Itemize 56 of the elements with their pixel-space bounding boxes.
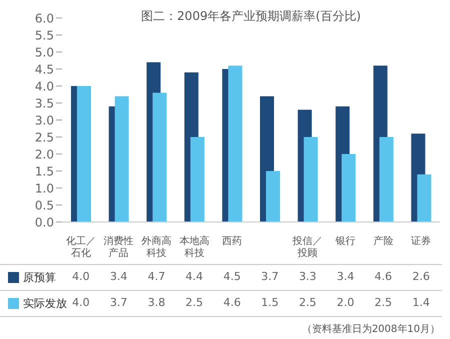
data-label: 4.6 [222,296,242,309]
data-label: 3.4 [336,270,356,283]
data-label: 2.6 [411,270,431,283]
y-tick-label: 1.0 [34,181,54,196]
y-tick-label: 2.5 [34,130,54,144]
y-tick-label: 5.0 [34,45,54,60]
y-tick-label: 3.5 [34,96,54,110]
bar [304,137,318,222]
x-tick-label: 外商高科技 [142,235,172,259]
y-tick-label: 6.0 [34,11,54,26]
data-label: 3.8 [146,296,166,309]
data-label: 4.0 [71,270,91,283]
x-tick-label: 银行 [334,236,356,247]
y-tick-label: 1.5 [34,164,54,178]
bar [228,66,242,222]
y-tick-label: 3.0 [34,113,54,128]
y-tick-label: 4.5 [34,62,54,76]
legend-label: 原预算 [23,270,56,285]
bar [417,174,432,222]
bar [266,171,280,222]
data-label: 2.0 [336,296,356,309]
data-label: 4.5 [222,270,242,283]
x-tick-label: 证券 [411,235,432,247]
data-label: 3.3 [298,270,318,283]
chart-title: 图二：2009年各产业预期调薪率(百分比) [140,8,362,25]
data-label: 2.5 [298,296,318,309]
x-tick-label: 西药 [222,235,242,247]
data-label: 4.0 [72,296,90,309]
data-label: 1.4 [411,296,431,309]
bar [152,92,167,222]
x-tick-label: 本地高科技 [179,235,210,259]
bar [114,96,129,222]
y-tick-label: 5.5 [34,28,54,42]
bar [190,137,204,222]
bar [342,154,356,222]
data-label: 1.5 [260,296,280,309]
data-label: 2.5 [374,296,394,309]
data-label: 4.6 [374,270,394,283]
data-label: 3.7 [108,296,128,309]
y-tick-label: 4.0 [34,79,54,94]
text: （资料基准日为2008年10月） [302,322,440,336]
y-tick-label: 2.0 [34,147,54,162]
x-tick-label: 消费性产品 [104,235,134,259]
x-tick-label: 投信／投顾 [292,235,323,259]
legend-label: 实际发放 [23,296,67,311]
y-tick-label: 0.0 [34,215,54,230]
data-label: 4.4 [184,270,204,283]
data-label: 3.4 [108,270,128,283]
y-tick-label: 0.5 [34,198,54,212]
data-label: 3.7 [260,270,280,283]
data-label: 4.7 [146,270,166,283]
x-tick-label: 化工／石化 [66,235,96,259]
bar [379,137,394,222]
bar [77,86,91,222]
data-label: 2.5 [184,296,204,309]
x-tick-label: 产险 [373,235,394,247]
